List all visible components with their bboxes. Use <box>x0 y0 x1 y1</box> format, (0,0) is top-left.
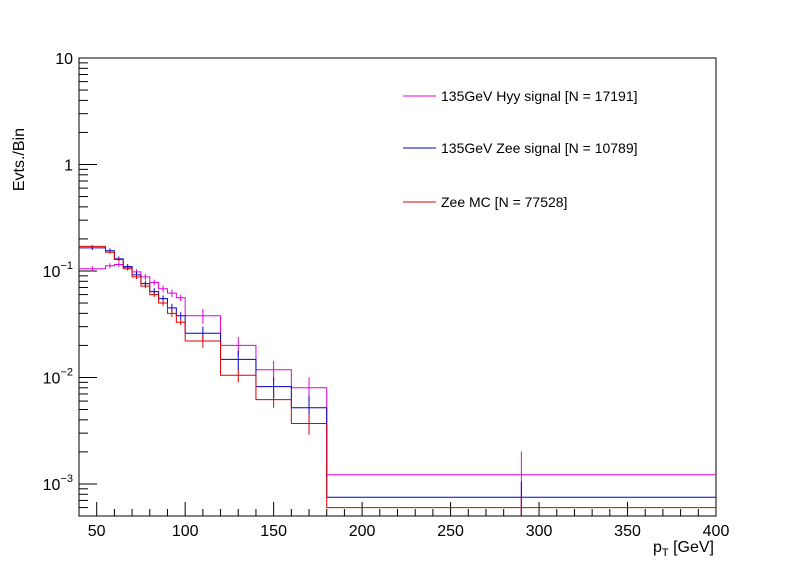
y-tick-exponent: −3 <box>60 473 73 485</box>
legend-label: Zee MC [N = 77528] <box>441 194 567 210</box>
y-tick-label: 10−3 <box>43 473 73 494</box>
x-axis-label-main: p <box>653 539 662 556</box>
legend-label: 135GeV Hyy signal [N = 17191] <box>441 88 638 104</box>
legend-entry-2: Zee MC [N = 77528] <box>403 194 567 210</box>
legend-entry-0: 135GeV Hyy signal [N = 17191] <box>403 88 638 104</box>
series-step-line <box>79 245 716 509</box>
y-tick-label: 1 <box>64 157 73 174</box>
x-tick-label: 350 <box>614 523 641 540</box>
x-tick-label: 300 <box>526 523 553 540</box>
y-tick-base: 10 <box>43 264 61 281</box>
x-tick-label: 200 <box>349 523 376 540</box>
series-layer <box>79 245 716 516</box>
x-tick-label: 100 <box>172 523 199 540</box>
series-0 <box>79 262 716 516</box>
x-axis-label-unit: [GeV] <box>669 539 714 556</box>
y-tick-label: 10−2 <box>43 366 73 387</box>
legend: 135GeV Hyy signal [N = 17191] 135GeV Zee … <box>403 88 638 210</box>
y-tick-label: 10−1 <box>43 260 73 281</box>
y-tick-base: 10 <box>43 477 61 494</box>
x-tick-label: 50 <box>88 523 106 540</box>
y-tick-base: 10 <box>55 51 73 68</box>
x-axis-ticks: 50 100 150 200 250 300 350 400 <box>78 502 730 540</box>
y-tick-base: 1 <box>64 157 73 174</box>
series-step-line <box>79 247 716 498</box>
legend-label: 135GeV Zee signal [N = 10789] <box>441 140 638 156</box>
x-tick-label: 150 <box>260 523 287 540</box>
plot-frame <box>78 57 717 517</box>
legend-entry-1: 135GeV Zee signal [N = 10789] <box>403 140 638 156</box>
x-tick-label: 250 <box>437 523 464 540</box>
x-tick-label: 400 <box>703 523 730 540</box>
x-axis-label: pT [GeV] <box>653 539 714 559</box>
y-axis-label: Evts./Bin <box>11 128 28 191</box>
y-tick-exponent: −2 <box>60 366 73 378</box>
y-tick-exponent: −1 <box>60 260 73 272</box>
y-tick-label: 10 <box>55 51 73 68</box>
series-step-line <box>79 264 716 476</box>
x-axis-label-subscript: T <box>662 547 669 559</box>
series-2 <box>79 245 716 516</box>
y-tick-base: 10 <box>43 370 61 387</box>
